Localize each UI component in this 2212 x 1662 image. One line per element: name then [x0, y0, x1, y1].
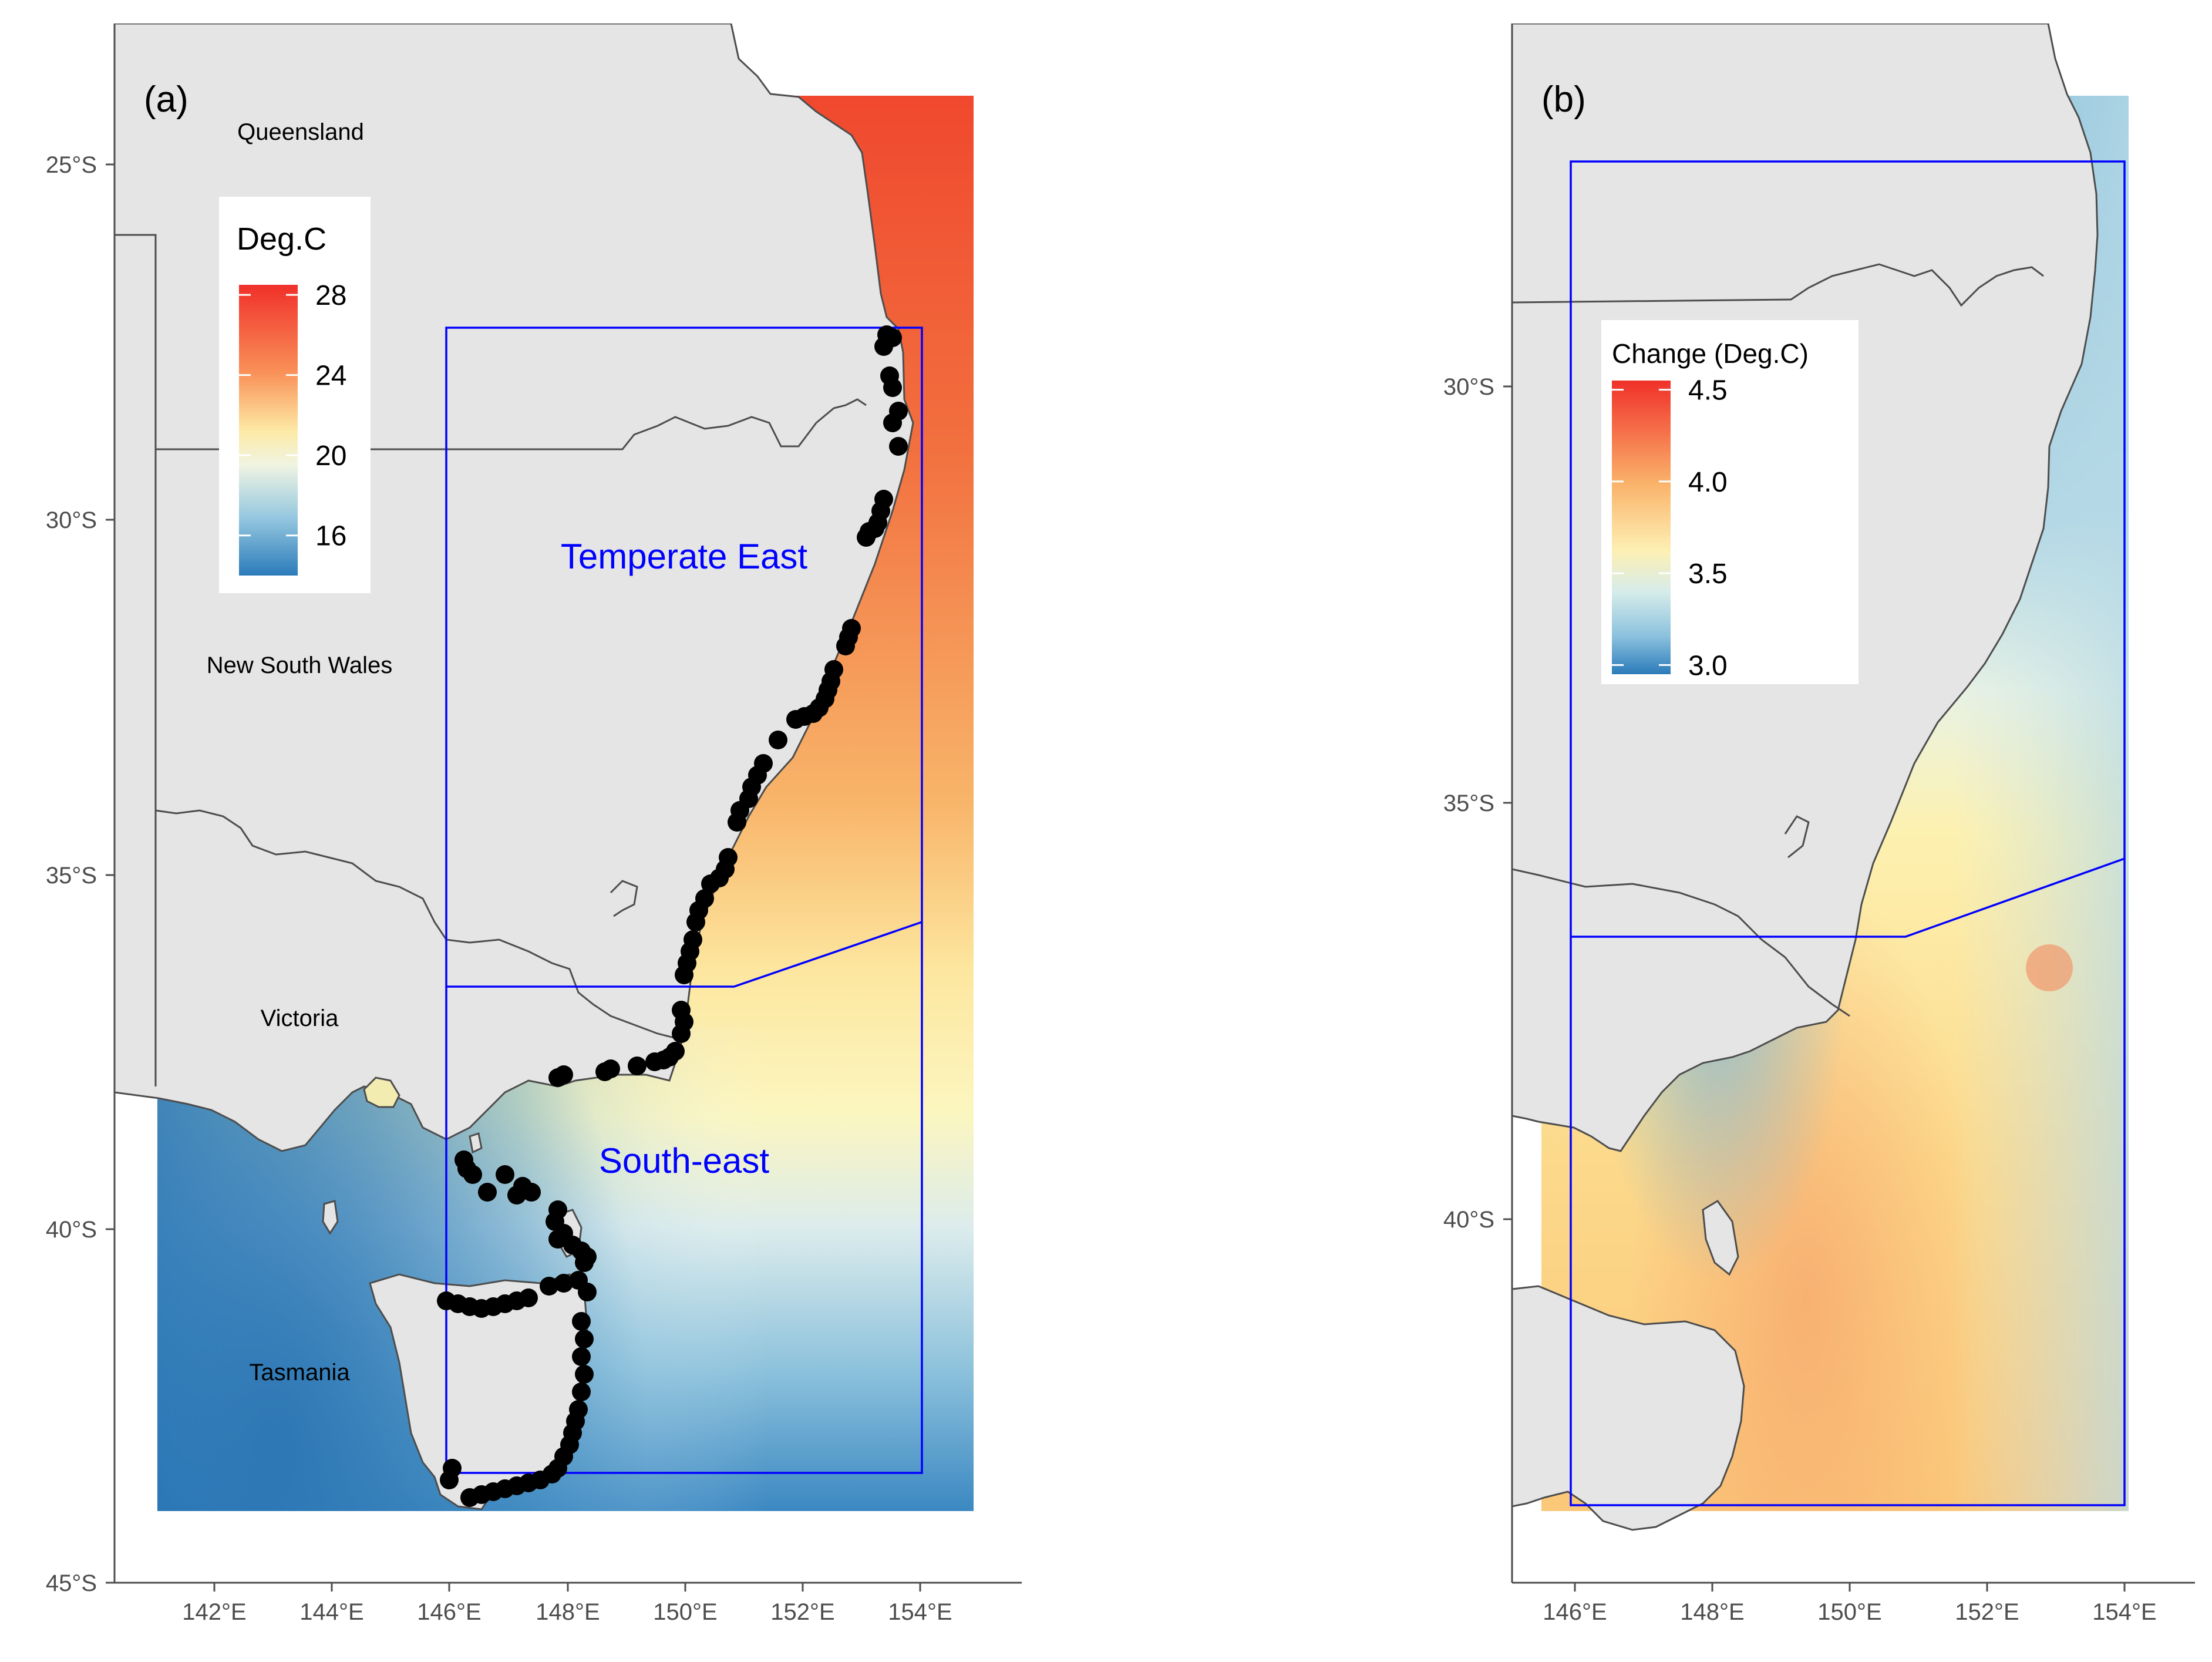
x-tick: 150°E [1817, 1599, 1881, 1625]
x-tick: 146°E [1543, 1599, 1607, 1625]
y-tick: 30°S [1443, 374, 1494, 400]
survey-points [437, 325, 908, 1507]
survey-point [575, 1365, 594, 1384]
legend-tick-label: 24 [315, 361, 346, 392]
y-tick: 45°S [46, 1570, 97, 1596]
legend-a-title: Deg.C [237, 221, 326, 257]
legend-tick-label: 28 [315, 280, 346, 311]
x-tick: 150°E [653, 1599, 717, 1625]
survey-point [883, 413, 902, 432]
y-tick: 40°S [46, 1217, 97, 1243]
panel-a-axes [106, 23, 1022, 1592]
panel-a-x-tick-labels: 142°E 144°E 146°E 148°E 150°E 152°E 154°… [182, 1599, 952, 1625]
legend-tick-label: 4.0 [1688, 467, 1728, 498]
survey-point [578, 1283, 597, 1301]
region-label-temperate-east: Temperate East [561, 537, 808, 576]
survey-point [769, 731, 787, 749]
region-label-south-east: South-east [599, 1141, 770, 1180]
survey-point [522, 1183, 541, 1202]
legend-b-colorbar [1612, 381, 1671, 674]
survey-point [701, 874, 720, 893]
state-borders [115, 234, 867, 1086]
legend-tick-label: 20 [315, 440, 346, 472]
survey-point [575, 1330, 594, 1348]
y-tick: 35°S [1443, 790, 1494, 816]
x-tick: 152°E [1955, 1599, 2019, 1625]
survey-point [463, 1165, 482, 1184]
survey-point [540, 1277, 558, 1296]
survey-point [460, 1488, 479, 1507]
survey-point [672, 1024, 691, 1043]
legend-tick-label: 16 [315, 521, 346, 552]
legend-tick-label: 4.5 [1688, 375, 1728, 406]
region-boxes-a [445, 327, 923, 1474]
x-tick: 148°E [1680, 1599, 1744, 1625]
y-tick: 40°S [1443, 1207, 1494, 1233]
survey-point [628, 1057, 647, 1075]
state-label-queensland: Queensland [237, 119, 364, 145]
survey-point [554, 1274, 573, 1293]
survey-point [572, 1312, 591, 1331]
survey-point [548, 1068, 567, 1087]
survey-point [786, 710, 805, 729]
survey-point [572, 1347, 591, 1366]
legend-a-colorbar [239, 285, 298, 576]
survey-point [595, 1062, 614, 1081]
panel-b-axes [1503, 23, 2195, 1592]
survey-point [686, 913, 705, 931]
x-tick: 144°E [299, 1599, 363, 1625]
x-tick: 146°E [417, 1599, 481, 1625]
legend-tick-label: 3.5 [1688, 559, 1728, 590]
port-phillip [363, 1076, 400, 1108]
survey-point [440, 1471, 459, 1489]
state-label-nsw: New South Wales [207, 652, 392, 678]
region-boxes-b [1570, 160, 2126, 1506]
panel-b-y-tick-labels: 30°S 35°S 40°S [1443, 374, 1494, 1233]
y-tick: 30°S [46, 507, 97, 533]
survey-point [478, 1183, 497, 1202]
survey-point [507, 1186, 526, 1205]
x-tick: 152°E [770, 1599, 834, 1625]
survey-point [857, 528, 876, 547]
y-tick: 25°S [46, 152, 97, 178]
panel-b-label: (b) [1541, 79, 1586, 120]
state-label-tasmania: Tasmania [249, 1360, 350, 1385]
panel-b-x-tick-labels: 146°E 148°E 150°E 152°E 154°E [1543, 1599, 2156, 1625]
x-tick: 148°E [536, 1599, 600, 1625]
legend-a: Deg.C 28 24 20 16 [219, 197, 371, 593]
survey-point [889, 437, 908, 456]
y-tick: 35°S [46, 863, 97, 889]
panel-a-label: (a) [144, 79, 188, 120]
x-tick: 154°E [2092, 1599, 2156, 1625]
survey-point [645, 1052, 664, 1071]
legend-b-title: Change (Deg.C) [1612, 338, 1809, 369]
survey-point [575, 1253, 594, 1272]
legend-b: Change (Deg.C) 4.5 4.0 3.5 3.0 [1601, 320, 1859, 684]
survey-point [496, 1165, 514, 1184]
legend-tick-label: 3.0 [1688, 650, 1728, 681]
survey-point [572, 1382, 591, 1401]
x-tick: 154°E [888, 1599, 952, 1625]
survey-point [728, 813, 746, 832]
survey-point [874, 337, 893, 356]
survey-point [548, 1230, 567, 1249]
survey-point [519, 1288, 538, 1307]
survey-point [836, 637, 855, 655]
x-tick: 142°E [182, 1599, 246, 1625]
panel-b-map [1512, 23, 2129, 1531]
survey-point [675, 965, 693, 984]
panel-a-y-tick-labels: 25°S 30°S 35°S 40°S 45°S [46, 152, 97, 1596]
survey-point [883, 378, 902, 397]
state-label-victoria: Victoria [261, 1005, 339, 1031]
